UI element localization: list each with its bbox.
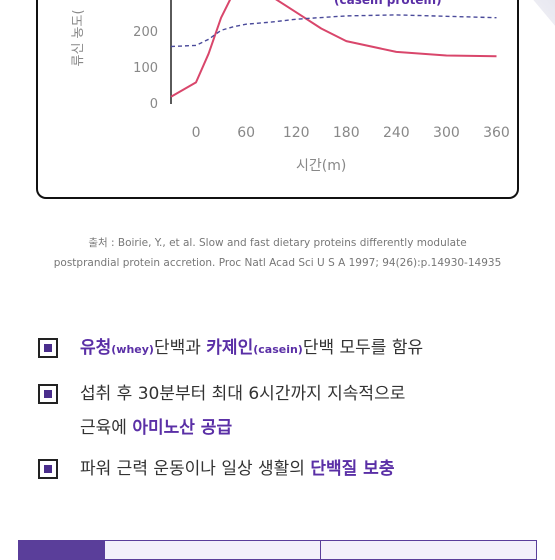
y-tick-label: 0 — [150, 97, 158, 112]
x-tick-label: 240 — [383, 125, 410, 141]
decorative-stripe — [525, 0, 555, 121]
bullet-text: 섭취 후 30분부터 최대 6시간까지 지속적으로 — [80, 384, 406, 404]
chart-card: 0 100 200 300 0 60 120 180 240 300 360 시간(m) 류신 농도( (… — [36, 0, 519, 199]
x-axis-label: 시간(m) — [296, 158, 346, 174]
y-tick-label: 100 — [133, 61, 158, 76]
bottom-tab-bar — [18, 540, 537, 560]
x-tick-label: 60 — [237, 125, 255, 141]
bullet-text: 단백과 — [153, 338, 207, 358]
series-line-1 — [170, 0, 497, 98]
y-axis-label: 류신 농도( — [71, 9, 86, 66]
x-tick-label: 300 — [433, 125, 460, 141]
x-tick-label: 180 — [333, 125, 360, 141]
tab-2[interactable] — [105, 541, 321, 559]
bullet-text: 근육에 — [80, 418, 133, 438]
legend-casein-label: (casein protein) — [334, 0, 442, 7]
leucine-chart: 0 100 200 300 0 60 120 180 240 300 360 시간(m) 류신 농도( (… — [71, 0, 510, 174]
tab-3[interactable] — [321, 541, 536, 559]
y-tick-label: 300 — [133, 0, 158, 4]
source-line-1: 출처 : Boirie, Y., et al. Slow and fast di… — [88, 237, 467, 249]
casein-label: 카제인 — [206, 338, 254, 358]
source-line-2: postprandial protein accretion. Proc Nat… — [53, 257, 502, 269]
bullet-box-icon — [38, 459, 58, 479]
casein-en-label: (casein) — [253, 343, 303, 356]
amino-acid-label: 아미노산 공급 — [132, 418, 233, 438]
bullet-text: 파워 근력 운동이나 일상 생활의 — [80, 459, 311, 479]
y-tick-label: 200 — [133, 25, 158, 40]
x-tick-label: 360 — [483, 125, 510, 141]
bullet-box-icon — [38, 384, 58, 404]
x-tick-label: 120 — [283, 125, 310, 141]
x-tick-label: 0 — [192, 125, 201, 141]
whey-en-label: (whey) — [111, 343, 154, 356]
protein-supplement-label: 단백질 보충 — [310, 459, 395, 479]
bullet-text: 단백 모두를 함유 — [302, 338, 424, 358]
series-line-2 — [170, 14, 497, 48]
bullet-box-icon — [38, 338, 58, 358]
whey-label: 유청 — [80, 338, 112, 358]
tab-1[interactable] — [19, 541, 105, 559]
